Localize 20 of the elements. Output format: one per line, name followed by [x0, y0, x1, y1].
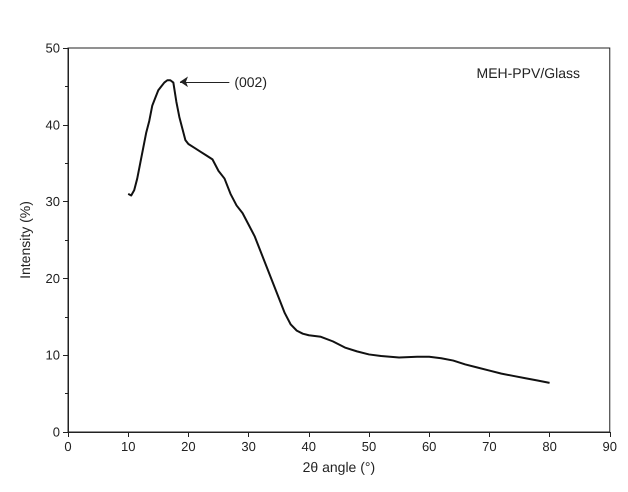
- y-tick-label: 10: [46, 348, 60, 363]
- y-tick-label: 40: [46, 117, 60, 132]
- x-tick-label: 40: [302, 439, 316, 454]
- x-tick-label: 80: [542, 439, 557, 454]
- x-tick-label: 90: [602, 439, 618, 454]
- y-tick-label: 0: [52, 424, 60, 440]
- x-tick-label: 50: [362, 439, 376, 454]
- x-tick-label: 60: [422, 439, 436, 454]
- x-axis-title: 2θ angle (°): [302, 459, 376, 475]
- x-tick-label: 70: [482, 439, 497, 454]
- x-tick-label: 20: [181, 439, 196, 454]
- y-tick-label: 20: [46, 270, 60, 286]
- y-axis-title: Intensity (%): [17, 201, 33, 279]
- annotation: MEH-PPV/Glass: [476, 65, 580, 81]
- y-tick-label: 50: [46, 40, 60, 56]
- annotation: (002): [234, 74, 268, 90]
- x-tick-label: 10: [120, 439, 136, 454]
- x-tick-label: 0: [64, 439, 72, 454]
- y-tick-label: 30: [46, 194, 60, 210]
- x-tick-label: 30: [241, 439, 256, 454]
